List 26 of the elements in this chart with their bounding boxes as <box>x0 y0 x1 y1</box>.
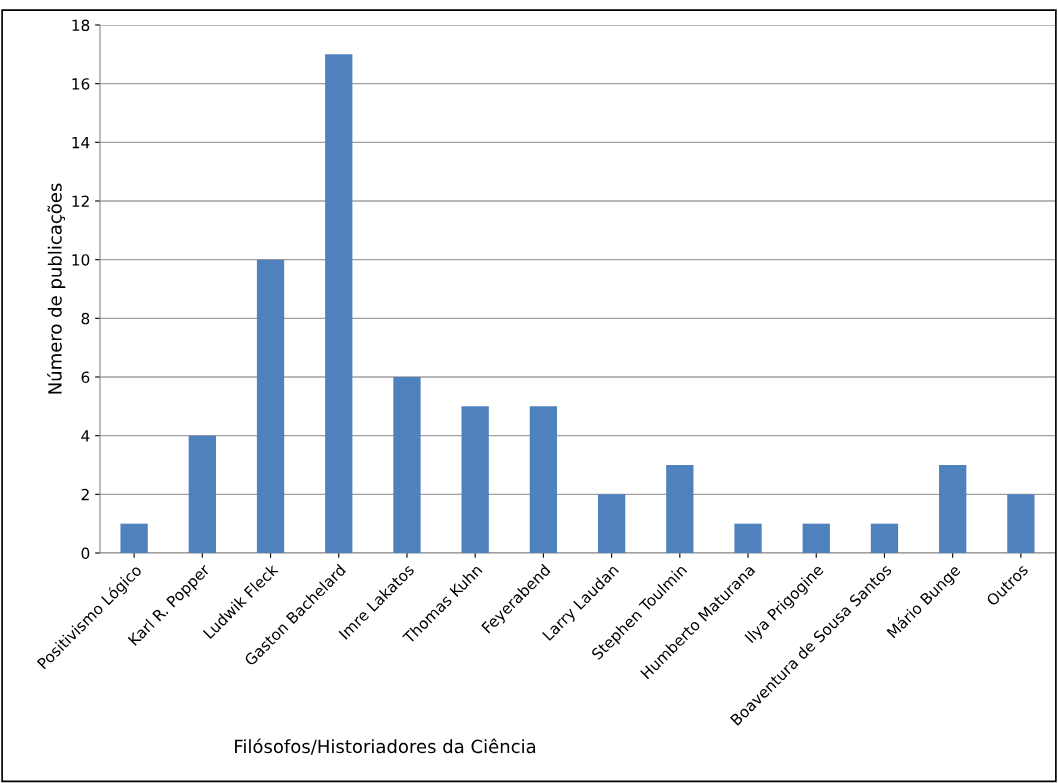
bar <box>120 523 148 553</box>
bar <box>1007 494 1035 553</box>
bar <box>393 377 421 553</box>
bar <box>734 523 762 553</box>
y-tick-label: 16 <box>72 78 90 90</box>
bar <box>529 406 558 553</box>
bar <box>597 494 626 553</box>
y-tick-label: 10 <box>72 254 90 266</box>
x-axis-title: Filósofos/Historiadores da Ciência <box>235 738 536 755</box>
bar <box>188 435 216 553</box>
bar <box>802 523 830 553</box>
bar <box>325 54 353 553</box>
y-tick-label: 2 <box>81 488 89 501</box>
y-tick-label: 18 <box>72 19 90 32</box>
bar <box>256 259 285 553</box>
y-axis-title: Número de publicações <box>47 183 66 394</box>
bar <box>870 523 899 553</box>
y-tick-label: 8 <box>81 312 90 325</box>
bar <box>939 465 967 553</box>
bar <box>461 406 489 553</box>
y-tick-label: 4 <box>81 430 90 442</box>
y-tick-label: 6 <box>81 371 90 384</box>
bar <box>666 465 694 553</box>
y-tick-label: 14 <box>72 137 90 149</box>
y-tick-label: 0 <box>81 547 90 560</box>
y-tick-label: 12 <box>72 195 89 207</box>
